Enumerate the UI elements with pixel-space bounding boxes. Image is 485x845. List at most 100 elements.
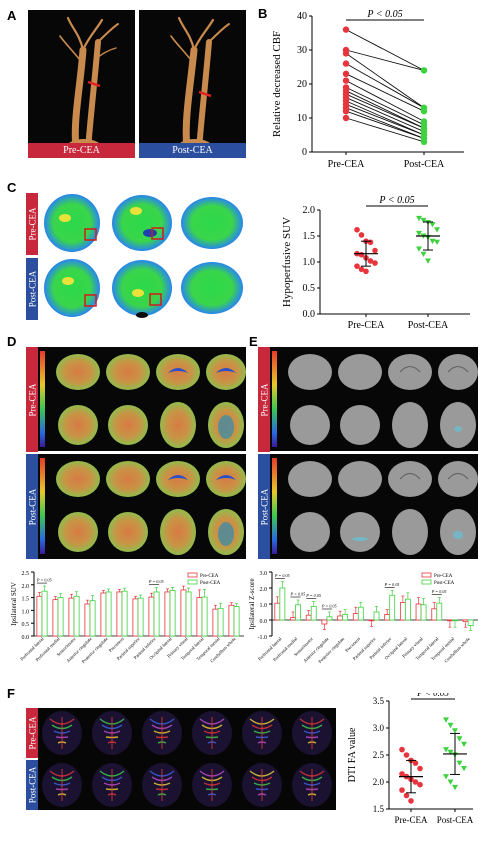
y-tick-label: 1.5 (22, 597, 30, 603)
spect-images (40, 193, 246, 320)
post-point (443, 747, 449, 753)
panel-e-pre-label: Pre-CEA (258, 347, 270, 452)
post-point (461, 766, 467, 772)
p-value-label: P < 0.05 (366, 9, 402, 20)
roi-box (151, 227, 164, 240)
post-bar (404, 598, 411, 621)
post-point (443, 774, 449, 780)
pair-line (345, 97, 425, 133)
p-value-label: P = 0.05 (274, 573, 290, 578)
y-tick-label: 3.0 (260, 571, 268, 577)
pre-bar (399, 602, 406, 621)
post-point (416, 215, 422, 222)
stenosis-arrow-icon-post (198, 90, 212, 98)
y-tick-label: 2.0 (303, 205, 316, 216)
y-tick-label: 40 (297, 11, 307, 22)
roi-box (84, 294, 97, 307)
post-point (456, 760, 463, 766)
p-value-label: P = 0.05 (36, 578, 52, 583)
post-point (425, 258, 431, 264)
y-tick-label: 2.0 (22, 584, 30, 590)
roi-box (149, 293, 162, 306)
p-value-label: P = 0.05 (384, 582, 400, 587)
post-bar (201, 596, 208, 637)
pre-bar (196, 597, 203, 637)
pre-bar (212, 608, 219, 637)
panel-f-pre-label: Pre-CEA (26, 708, 38, 758)
chart-f: 1.5 2.0 2.5 3.0 3.5 DTI FA value Pre-CEA Post-C… (347, 693, 474, 825)
pet-images (38, 347, 246, 559)
pre-point (354, 226, 360, 233)
post-bar (436, 602, 443, 621)
pre-point (342, 77, 350, 84)
post-bar (89, 600, 96, 637)
post-point (447, 749, 454, 756)
post-bar (153, 591, 160, 637)
y-tick-label: 0.0 (260, 619, 268, 625)
y-tick-label: 10 (297, 113, 307, 124)
y-tick-label: 30 (297, 45, 307, 56)
chart-b: 0 10 20 30 40 Relative decreased CBF Pre-CEA Po… (271, 9, 464, 170)
pre-bar (305, 614, 312, 621)
legend-post-swatch (187, 579, 198, 585)
x-tick-label: Pre-CEA (348, 320, 385, 331)
post-point (420, 108, 428, 115)
pre-point (399, 787, 405, 793)
post-point (447, 722, 454, 729)
post-bar (57, 597, 64, 637)
post-point (447, 779, 454, 785)
pre-point (367, 239, 374, 246)
pre-bar (180, 589, 187, 637)
legend-label: Post-CEA (434, 581, 455, 586)
panel-label-d: D (7, 334, 17, 349)
post-bar (217, 607, 224, 637)
pre-point (354, 263, 360, 269)
pre-point (417, 765, 423, 772)
x-tick-label: Post-CEA (437, 815, 474, 825)
panel-e-post-label: Post-CEA (258, 454, 270, 559)
pair-line (345, 110, 425, 139)
pair-line (345, 103, 425, 136)
pre-bar (228, 604, 235, 637)
x-tick-label: Post-CEA (404, 159, 445, 170)
post-point (420, 251, 427, 257)
panel-label-c: C (7, 180, 17, 195)
pre-point (363, 268, 369, 275)
post-bar (357, 606, 364, 621)
y-tick-label: 2.0 (260, 587, 268, 593)
pre-point (372, 247, 378, 254)
post-point (434, 227, 440, 233)
angiography-images (28, 10, 246, 158)
pair-line (345, 86, 425, 126)
post-bar (169, 590, 176, 637)
pre-point (342, 108, 350, 115)
pair-line (345, 90, 425, 129)
post-bar (41, 590, 48, 637)
legend-pre-swatch (421, 572, 432, 578)
y-tick-label: 1.5 (373, 804, 385, 814)
pair-line (345, 53, 425, 109)
p-value-label: P = 0.05 (290, 592, 306, 597)
post-point (452, 728, 458, 734)
x-tick-label: Post-CEA (408, 320, 449, 331)
pre-bar (337, 615, 344, 621)
p-value-label: P = 0.05 (321, 604, 337, 609)
y-tick-label: 0.5 (22, 622, 30, 628)
pre-bar (368, 619, 375, 622)
pre-point (399, 771, 405, 777)
post-bar (233, 606, 240, 637)
pre-point (408, 798, 414, 804)
y-tick-label: 2.5 (373, 750, 385, 760)
y-tick-label: 0 (302, 147, 307, 158)
legend-pre-swatch (187, 572, 198, 578)
post-point (416, 246, 422, 252)
pair-line (345, 29, 425, 71)
post-bar (105, 591, 112, 637)
post-point (443, 717, 449, 723)
panel-c-pre-label: Pre-CEA (26, 193, 38, 255)
y-tick-label: 3.0 (373, 723, 385, 733)
panel-label-b: B (258, 6, 268, 21)
pre-point (412, 760, 419, 766)
